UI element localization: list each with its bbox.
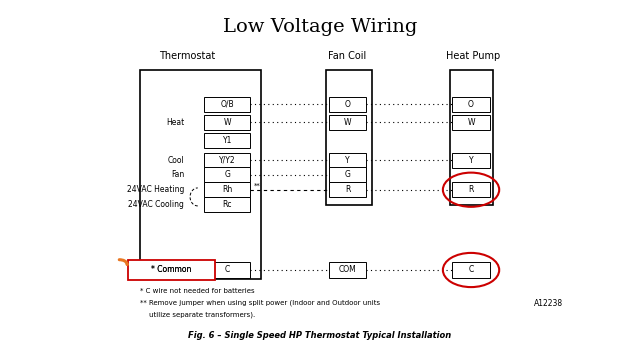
Text: Y/Y2: Y/Y2: [219, 156, 236, 165]
Text: O: O: [468, 100, 474, 109]
Text: ** Remove jumper when using split power (Indoor and Outdoor units: ** Remove jumper when using split power …: [140, 300, 380, 306]
Bar: [204, 133, 250, 148]
Text: R: R: [345, 185, 350, 194]
Bar: [452, 262, 490, 278]
Text: * Common: * Common: [151, 266, 192, 274]
Text: Low Voltage Wiring: Low Voltage Wiring: [223, 18, 417, 36]
Bar: [204, 197, 250, 212]
Bar: [329, 97, 366, 112]
Bar: [452, 182, 490, 197]
Bar: [140, 70, 261, 279]
Text: G: G: [344, 170, 351, 179]
Bar: [128, 260, 215, 280]
Text: Y: Y: [468, 156, 474, 165]
Text: W: W: [467, 118, 475, 127]
Bar: [452, 115, 490, 130]
Text: * Common: * Common: [151, 266, 192, 274]
Bar: [204, 115, 250, 130]
Text: W: W: [344, 118, 351, 127]
Bar: [204, 97, 250, 112]
Bar: [204, 182, 250, 197]
Bar: [329, 167, 366, 182]
Text: Heat: Heat: [166, 118, 184, 127]
Bar: [452, 153, 490, 168]
Text: COM: COM: [339, 266, 356, 274]
Text: Y: Y: [345, 156, 350, 165]
Text: C: C: [225, 266, 230, 274]
Text: Thermostat: Thermostat: [159, 51, 216, 61]
Text: 24VAC Heating: 24VAC Heating: [127, 185, 184, 194]
Text: utilize separate transformers).: utilize separate transformers).: [140, 311, 255, 318]
Text: O: O: [344, 100, 351, 109]
Bar: [450, 70, 493, 205]
Bar: [329, 115, 366, 130]
Text: Fig. 6 – Single Speed HP Thermostat Typical Installation: Fig. 6 – Single Speed HP Thermostat Typi…: [188, 331, 452, 340]
Text: Heat Pump: Heat Pump: [447, 51, 500, 61]
Bar: [204, 262, 250, 278]
Text: Fan Coil: Fan Coil: [328, 51, 367, 61]
Bar: [326, 70, 372, 205]
Bar: [329, 153, 366, 168]
Text: R: R: [468, 185, 474, 194]
Bar: [204, 167, 250, 182]
Bar: [329, 262, 366, 278]
Text: Rh: Rh: [222, 185, 232, 194]
Text: 24VAC Cooling: 24VAC Cooling: [129, 199, 184, 209]
Text: Rc: Rc: [223, 199, 232, 209]
Text: C: C: [468, 266, 474, 274]
Text: O/B: O/B: [220, 100, 234, 109]
Text: Y1: Y1: [223, 136, 232, 145]
Text: Fan: Fan: [171, 170, 184, 179]
FancyArrowPatch shape: [119, 260, 127, 264]
Text: * C wire not needed for batteries: * C wire not needed for batteries: [140, 288, 254, 294]
Text: Cool: Cool: [168, 156, 184, 165]
Text: G: G: [224, 170, 230, 179]
Text: **: **: [253, 183, 260, 188]
Bar: [452, 97, 490, 112]
Bar: [329, 182, 366, 197]
Bar: [204, 153, 250, 168]
Text: A12238: A12238: [534, 299, 563, 308]
Text: W: W: [223, 118, 231, 127]
